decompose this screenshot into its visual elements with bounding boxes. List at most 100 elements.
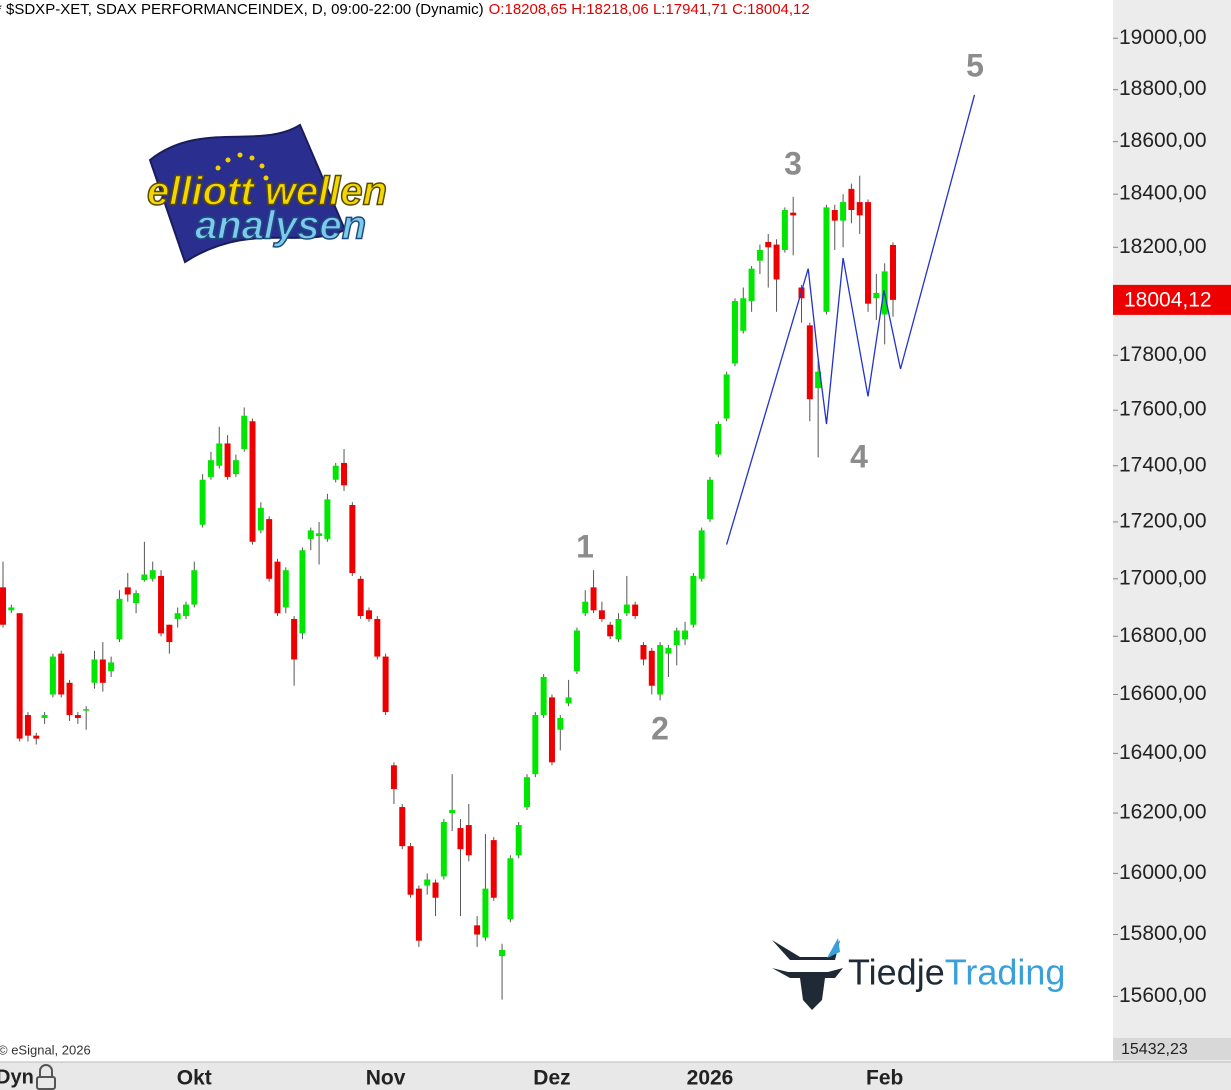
candle-body — [341, 462, 348, 486]
y-axis-area — [1113, 0, 1231, 1062]
candle-body — [856, 202, 863, 216]
chart-header: * $SDXP-XET, SDAX PERFORMANCEINDEX, D, 0… — [0, 1, 484, 18]
candle-body — [374, 618, 381, 657]
candle-body — [781, 210, 788, 250]
candle-body — [723, 374, 730, 419]
candle-body — [465, 825, 472, 856]
candle-body — [773, 244, 780, 280]
wave-label: 1 — [576, 528, 594, 564]
y-tick-label: 17200,00 — [1119, 509, 1207, 532]
candle-body — [548, 697, 555, 763]
candle-body — [590, 587, 597, 611]
lock-icon — [36, 1064, 56, 1090]
y-tick-label: 16200,00 — [1119, 801, 1207, 824]
candle-body — [191, 570, 198, 605]
candle-body — [648, 650, 655, 686]
candle-body — [108, 662, 115, 672]
candle-body — [748, 268, 755, 301]
brand-text: Trading — [945, 952, 1066, 993]
candle-body — [790, 212, 797, 216]
candle-body — [116, 598, 123, 640]
candle-body — [540, 676, 547, 716]
candle-body — [474, 925, 481, 935]
candle-body — [515, 825, 522, 856]
candle-body — [507, 858, 514, 920]
candle-body — [365, 610, 372, 619]
candle-body — [349, 505, 356, 574]
candle-body — [74, 715, 81, 718]
candle-body — [482, 888, 489, 938]
candles — [0, 175, 896, 1000]
wave-label: 3 — [784, 145, 802, 181]
y-tick-label: 18600,00 — [1119, 129, 1207, 152]
candle-body — [16, 613, 23, 739]
logo-bull — [772, 940, 843, 1010]
candle-body — [848, 188, 855, 211]
wave-label: 4 — [850, 438, 868, 474]
x-tick-label: Feb — [866, 1067, 903, 1090]
y-tick-label: 17600,00 — [1119, 398, 1207, 421]
candle-body — [33, 735, 40, 739]
candle-body — [565, 697, 572, 704]
candle-body — [141, 574, 148, 581]
copyright: © eSignal, 2026 — [0, 1042, 91, 1057]
candle-body — [216, 443, 223, 466]
projection-line — [725, 94, 976, 545]
last-price-box — [1113, 284, 1231, 315]
y-tick-label: 18200,00 — [1119, 235, 1207, 258]
candle-body — [166, 624, 173, 643]
candle-body — [291, 618, 298, 660]
candle-body — [182, 604, 189, 617]
candle-body — [99, 659, 106, 683]
candle-body — [24, 715, 31, 736]
candle-body — [241, 415, 248, 450]
candle-body — [524, 777, 531, 808]
candle-body — [232, 460, 239, 475]
logo-elliott: elliott wellen analysen — [146, 123, 388, 264]
candle-body — [282, 570, 289, 608]
candle-body — [199, 479, 206, 525]
y-tick-label: 16600,00 — [1119, 682, 1207, 705]
x-tick-label: Nov — [366, 1067, 406, 1090]
candle-body — [274, 561, 281, 614]
y-tick-label: 17000,00 — [1119, 566, 1207, 589]
candle-body — [440, 822, 447, 877]
candle-body — [731, 300, 738, 364]
candle-body — [532, 715, 539, 775]
candle-body — [890, 244, 896, 300]
candle-body — [399, 807, 406, 847]
candle-body — [382, 656, 389, 713]
candle-body — [815, 371, 822, 389]
candle-body — [831, 210, 838, 221]
logo-text: elliott wellen — [147, 170, 387, 214]
candle-body — [607, 624, 614, 637]
candle-body — [158, 575, 165, 634]
candle-body — [41, 715, 48, 718]
candle-body — [124, 587, 131, 595]
candle-body — [632, 604, 639, 617]
candle-body — [865, 202, 872, 304]
candle-body — [8, 607, 15, 611]
x-tick-label: 2026 — [687, 1067, 734, 1090]
candle-body — [623, 604, 630, 614]
candle-body — [707, 479, 714, 520]
candle-body — [174, 613, 181, 619]
mode-label: Dyn — [0, 1066, 34, 1088]
candle-body — [682, 630, 689, 640]
y-tick-label: 17800,00 — [1119, 343, 1207, 366]
candle-body — [756, 249, 763, 261]
y-tick-label: 15600,00 — [1119, 984, 1207, 1007]
candle-body — [424, 879, 431, 886]
candle-body — [657, 644, 664, 695]
y-tick-label: 18400,00 — [1119, 182, 1207, 205]
candle-body — [83, 709, 90, 711]
candle-body — [873, 292, 880, 299]
y-tick-label: 19000,00 — [1119, 26, 1207, 49]
candle-body — [690, 575, 697, 625]
candle-body — [840, 202, 847, 221]
candle-body — [49, 656, 56, 695]
candle-body — [307, 530, 314, 539]
logo-text: analysen — [195, 204, 366, 248]
candle-body — [499, 949, 506, 957]
